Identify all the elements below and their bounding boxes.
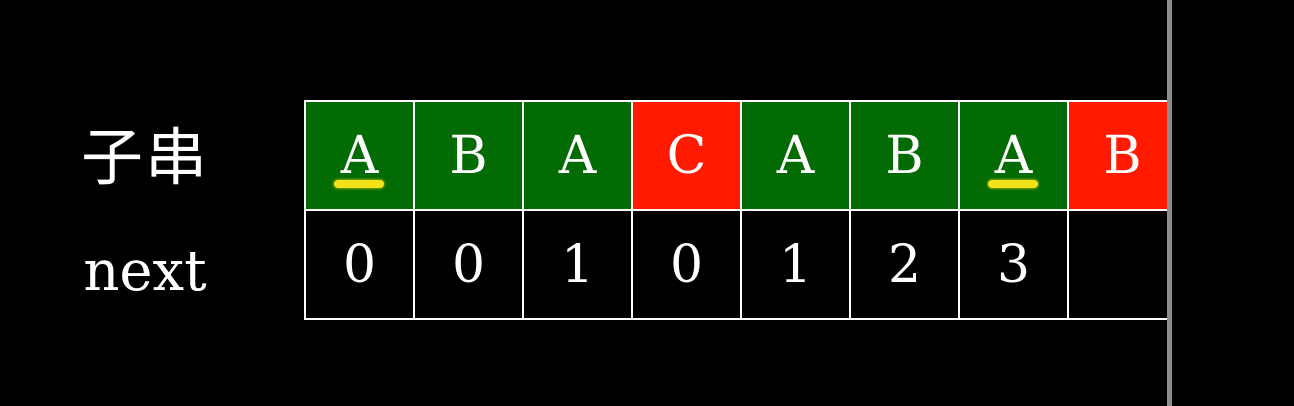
next-value: 0 [451,234,486,295]
next-cell-1: 0 [413,209,524,320]
next-cell-2: 1 [522,209,633,320]
next-value: 0 [342,234,377,295]
next-cell-0: 0 [304,209,415,320]
substring-cell-0: A [304,100,415,211]
substring-char: B [1103,125,1142,186]
vertical-divider [1167,0,1172,406]
substring-char: A [776,125,815,186]
next-cell-5: 2 [849,209,960,320]
next-array-row: 0 0 1 0 1 2 3 [304,209,1170,322]
substring-cell-7: B [1067,100,1170,211]
next-value: 1 [778,234,813,295]
next-cell-7 [1067,209,1170,320]
substring-cell-1: B [413,100,524,211]
next-value: 1 [560,234,595,295]
substring-char: B [449,125,488,186]
substring-char: C [666,125,707,186]
substring-cell-3: C [631,100,742,211]
substring-char: A [558,125,597,186]
kmp-table: A B A C A B A B 0 0 1 0 1 2 3 [304,100,1170,322]
next-value: 3 [996,234,1031,295]
substring-cell-2: A [522,100,633,211]
substring-char: B [885,125,924,186]
substring-cell-5: B [849,100,960,211]
next-label: next [83,239,207,304]
highlight-underline [334,180,384,188]
substring-cell-4: A [740,100,851,211]
substring-char: A [994,125,1033,186]
next-value: 0 [669,234,704,295]
substring-cell-6: A [958,100,1069,211]
next-cell-3: 0 [631,209,742,320]
next-value: 2 [887,234,922,295]
substring-char: A [340,125,379,186]
substring-label: 子串 [80,121,209,194]
next-cell-6: 3 [958,209,1069,320]
next-cell-4: 1 [740,209,851,320]
highlight-underline [988,180,1038,188]
